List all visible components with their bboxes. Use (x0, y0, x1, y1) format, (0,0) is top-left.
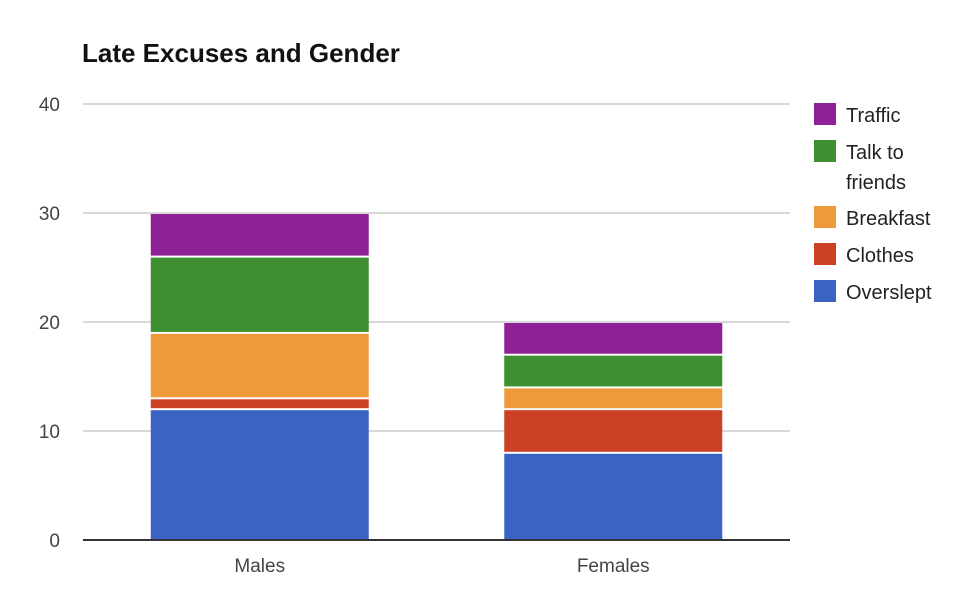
bar-segment-females-clothes (504, 410, 723, 452)
bar-segment-males-overslept (150, 410, 369, 539)
legend-item: Breakfast (814, 206, 931, 230)
legend-label: Clothes (846, 245, 914, 267)
bar-segment-females-talk-to-friends (504, 355, 723, 387)
bar-segment-males-clothes (150, 399, 369, 409)
chart-title: Late Excuses and Gender (82, 38, 400, 68)
legend-swatch (814, 103, 836, 125)
y-tick-label: 30 (39, 204, 60, 225)
legend-item: Traffic (814, 103, 900, 127)
legend-swatch (814, 140, 836, 162)
bar-segment-males-traffic (150, 214, 369, 256)
bar-segment-males-breakfast (150, 333, 369, 398)
x-tick-label: Females (577, 556, 650, 577)
x-tick-label: Males (234, 556, 285, 577)
bar-segment-females-overslept (504, 453, 723, 539)
legend-label: Overslept (846, 282, 932, 304)
legend-swatch (814, 280, 836, 302)
bar-segment-males-talk-to-friends (150, 257, 369, 332)
y-tick-label: 20 (39, 313, 60, 334)
y-tick-label: 0 (49, 531, 60, 552)
legend-swatch (814, 206, 836, 228)
legend-label: Traffic (846, 105, 900, 127)
legend-swatch (814, 243, 836, 265)
bar-segment-females-traffic (504, 323, 723, 354)
legend-item: Overslept (814, 280, 932, 304)
legend-label: Talk to friends (846, 142, 906, 194)
y-tick-label: 40 (39, 95, 60, 116)
legend-label: Breakfast (846, 208, 931, 230)
legend-item: Clothes (814, 243, 914, 267)
y-tick-label: 10 (39, 422, 60, 443)
legend-item: Talk to friends (814, 140, 906, 194)
bar-segment-females-breakfast (504, 388, 723, 409)
